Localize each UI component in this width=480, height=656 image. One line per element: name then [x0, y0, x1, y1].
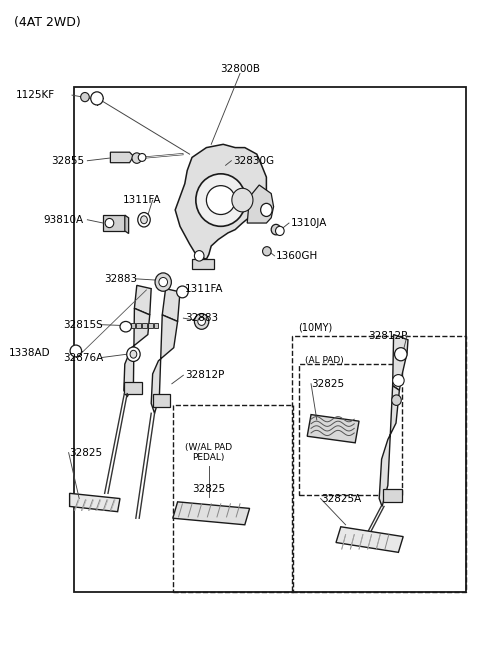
Polygon shape: [110, 152, 133, 163]
Text: (10MY): (10MY): [299, 323, 333, 333]
Ellipse shape: [206, 186, 235, 215]
Ellipse shape: [138, 154, 146, 161]
Text: 32876A: 32876A: [63, 352, 103, 363]
Text: 1310JA: 1310JA: [290, 218, 327, 228]
Text: 32855: 32855: [51, 155, 84, 166]
Polygon shape: [336, 527, 403, 552]
Ellipse shape: [263, 247, 271, 256]
Polygon shape: [192, 259, 214, 269]
Polygon shape: [175, 144, 266, 259]
Polygon shape: [136, 323, 141, 328]
Polygon shape: [151, 315, 178, 413]
Polygon shape: [247, 185, 274, 223]
Text: 32825: 32825: [70, 447, 103, 458]
Ellipse shape: [194, 314, 209, 329]
Polygon shape: [383, 489, 402, 502]
Text: (W/AL PAD
PEDAL): (W/AL PAD PEDAL): [185, 443, 232, 462]
Polygon shape: [134, 285, 151, 315]
Text: (AL PAD): (AL PAD): [305, 356, 344, 365]
Polygon shape: [142, 323, 147, 328]
Ellipse shape: [81, 92, 89, 102]
Ellipse shape: [392, 395, 401, 405]
Polygon shape: [124, 308, 150, 397]
Ellipse shape: [393, 375, 404, 386]
Polygon shape: [173, 502, 250, 525]
Ellipse shape: [120, 321, 132, 332]
Ellipse shape: [127, 347, 140, 361]
Text: 32825: 32825: [311, 379, 344, 389]
Text: 32883: 32883: [104, 274, 137, 284]
Polygon shape: [307, 415, 359, 443]
Bar: [173, 405, 293, 592]
Ellipse shape: [141, 216, 147, 224]
Ellipse shape: [159, 277, 168, 287]
Ellipse shape: [232, 188, 253, 212]
Text: 32812P: 32812P: [369, 331, 408, 341]
Ellipse shape: [194, 251, 204, 261]
Ellipse shape: [70, 345, 82, 357]
Text: 32825A: 32825A: [322, 493, 362, 504]
Text: 32883: 32883: [185, 313, 218, 323]
Polygon shape: [162, 289, 180, 321]
Polygon shape: [131, 323, 135, 328]
Polygon shape: [154, 323, 158, 328]
Ellipse shape: [196, 174, 246, 226]
Polygon shape: [393, 335, 408, 390]
Text: 32800B: 32800B: [220, 64, 260, 74]
Bar: [299, 364, 402, 495]
Polygon shape: [125, 215, 129, 234]
Ellipse shape: [271, 224, 281, 235]
Polygon shape: [153, 394, 170, 407]
Text: (4AT 2WD): (4AT 2WD): [14, 16, 81, 30]
Bar: [292, 336, 466, 592]
Ellipse shape: [395, 348, 407, 361]
Text: 32830G: 32830G: [233, 155, 274, 166]
Text: 32815S: 32815S: [63, 319, 103, 330]
Text: 32812P: 32812P: [185, 370, 224, 380]
Text: 1311FA: 1311FA: [185, 283, 223, 294]
Text: 1338AD: 1338AD: [9, 348, 50, 358]
Ellipse shape: [138, 213, 150, 227]
Ellipse shape: [261, 203, 272, 216]
Polygon shape: [148, 323, 153, 328]
Polygon shape: [70, 493, 120, 512]
Ellipse shape: [198, 318, 205, 325]
Text: 93810A: 93810A: [44, 215, 84, 225]
Ellipse shape: [276, 226, 284, 236]
Ellipse shape: [130, 350, 137, 358]
Bar: [74, 87, 466, 592]
Ellipse shape: [91, 92, 103, 105]
Text: 32825: 32825: [192, 483, 226, 494]
Polygon shape: [124, 382, 142, 394]
Polygon shape: [103, 215, 125, 231]
Ellipse shape: [177, 286, 188, 298]
Ellipse shape: [132, 153, 142, 163]
Text: 1125KF: 1125KF: [16, 90, 55, 100]
Ellipse shape: [105, 218, 114, 228]
Text: 1360GH: 1360GH: [276, 251, 318, 261]
Text: 1311FA: 1311FA: [122, 195, 161, 205]
Ellipse shape: [155, 273, 171, 291]
Polygon shape: [379, 386, 399, 506]
